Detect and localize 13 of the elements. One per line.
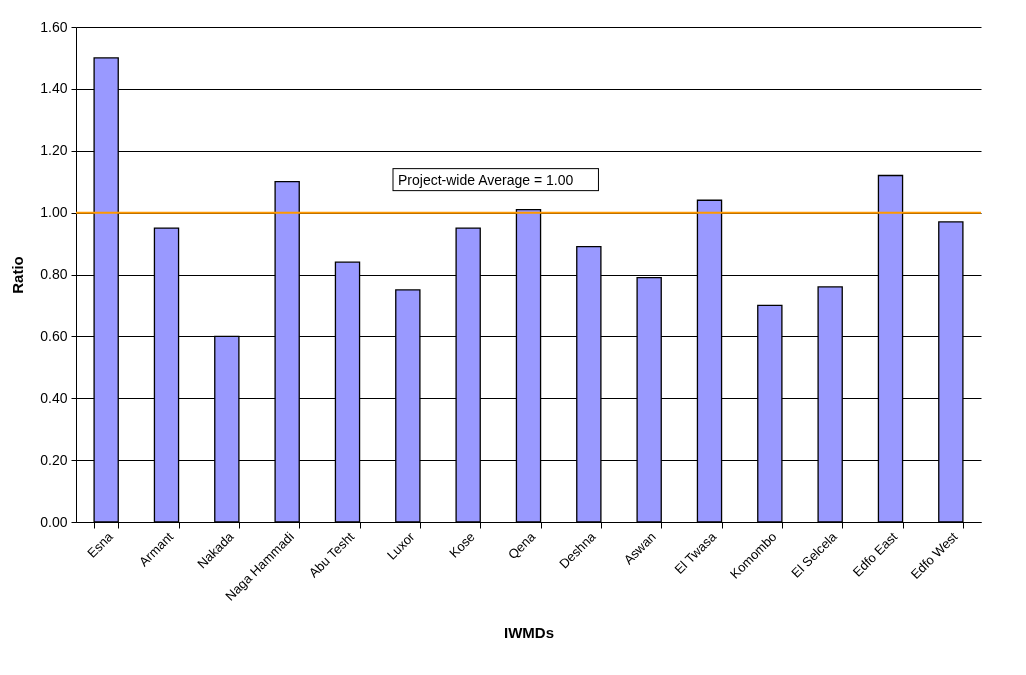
y-tick-label: 0.00 <box>40 513 68 530</box>
y-axis-title: Ratio <box>9 256 27 294</box>
y-tick-label: 0.80 <box>40 266 68 282</box>
ref-line-label: Project-wide Average = 1.00 <box>398 171 574 188</box>
y-tick-label: 0.60 <box>40 327 68 344</box>
y-tick-label: 0.40 <box>40 389 68 406</box>
y-tick-label: 1.00 <box>40 204 68 221</box>
y-tick-label: 1.20 <box>40 142 68 159</box>
y-tick-label: 0.20 <box>40 451 68 468</box>
y-tick-label: 1.60 <box>40 18 68 35</box>
y-tick-label: 1.40 <box>40 80 68 97</box>
x-tick-label: Edfo East <box>849 528 901 580</box>
x-axis-title: IWMDs <box>504 623 554 641</box>
